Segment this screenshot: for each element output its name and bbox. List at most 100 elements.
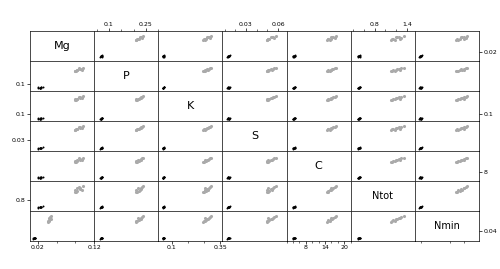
Point <box>388 69 396 73</box>
Point <box>268 95 276 100</box>
Point <box>207 124 215 128</box>
Point <box>327 185 335 190</box>
Point <box>159 54 167 58</box>
Point <box>290 85 298 90</box>
Point <box>97 205 105 209</box>
Point <box>264 219 272 223</box>
Point <box>388 127 396 132</box>
Point <box>160 53 168 57</box>
Point <box>354 86 362 90</box>
Point <box>201 158 209 163</box>
Point <box>225 86 233 90</box>
Point <box>329 35 337 40</box>
Point <box>387 160 395 164</box>
Point <box>206 125 214 129</box>
Point <box>76 186 84 190</box>
Point <box>356 53 364 57</box>
Point <box>460 125 468 129</box>
Point <box>322 98 330 102</box>
Point <box>272 94 280 98</box>
Point <box>205 125 213 129</box>
Point <box>204 68 212 72</box>
Point <box>98 236 106 240</box>
Point <box>388 97 396 102</box>
Point <box>328 217 336 221</box>
Point <box>98 204 106 208</box>
Point <box>96 116 104 121</box>
Point <box>454 37 462 41</box>
Point <box>464 94 471 98</box>
Point <box>205 216 213 220</box>
Point <box>290 54 298 58</box>
Point <box>356 146 364 150</box>
Point <box>329 186 337 190</box>
Point <box>222 206 230 210</box>
Point <box>290 116 298 121</box>
Point <box>137 125 145 129</box>
Point <box>138 125 146 129</box>
Point <box>356 54 364 58</box>
Point <box>354 86 362 90</box>
Point <box>98 204 106 209</box>
Point <box>356 175 364 179</box>
Point <box>37 175 45 179</box>
Point <box>354 86 362 90</box>
Point <box>418 116 426 121</box>
Point <box>96 175 104 180</box>
Point <box>416 54 424 58</box>
Point <box>97 116 105 121</box>
Point <box>290 54 298 58</box>
Point <box>454 97 462 101</box>
Point <box>34 175 42 179</box>
Point <box>330 125 338 129</box>
Point <box>98 55 106 59</box>
Point <box>96 176 104 180</box>
Point <box>225 175 233 180</box>
Point <box>266 68 274 72</box>
Point <box>224 116 232 121</box>
Point <box>36 146 44 150</box>
Point <box>416 146 424 150</box>
Point <box>226 204 234 208</box>
Point <box>98 145 106 150</box>
Point <box>457 187 465 191</box>
Point <box>328 95 336 100</box>
Point <box>36 205 44 210</box>
Point <box>134 97 142 101</box>
Point <box>392 95 400 100</box>
Point <box>136 158 144 162</box>
Point <box>159 236 167 240</box>
Point <box>290 236 298 240</box>
Point <box>398 156 406 161</box>
Point <box>224 54 232 58</box>
Point <box>200 127 208 132</box>
Point <box>97 54 105 58</box>
Point <box>206 156 214 161</box>
Point <box>324 97 332 101</box>
Point <box>289 236 297 241</box>
Point <box>289 206 297 210</box>
Point <box>159 236 167 240</box>
Point <box>356 236 364 240</box>
Point <box>290 116 298 121</box>
Point <box>74 97 82 101</box>
Point <box>290 146 298 150</box>
Point <box>46 216 54 220</box>
Point <box>138 36 146 40</box>
Point <box>97 205 105 209</box>
Point <box>264 97 272 102</box>
Point <box>356 146 364 150</box>
Point <box>74 159 82 164</box>
Point <box>200 68 208 73</box>
Point <box>70 188 78 192</box>
Point <box>456 97 464 101</box>
Point <box>159 146 167 150</box>
Point <box>136 96 144 100</box>
Point <box>291 53 299 57</box>
Point <box>34 176 42 180</box>
Point <box>225 54 233 58</box>
Point <box>356 175 364 179</box>
Point <box>224 175 232 179</box>
Point <box>416 204 424 209</box>
Point <box>268 95 276 99</box>
